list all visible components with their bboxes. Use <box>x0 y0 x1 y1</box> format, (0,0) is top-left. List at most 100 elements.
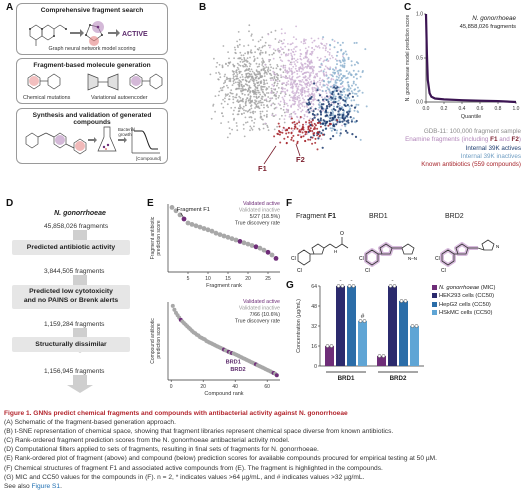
c-x-tick-label: 1.0 <box>513 106 520 112</box>
gdb11-point <box>249 111 252 114</box>
gdb11-point <box>263 75 266 77</box>
gdb11-point <box>253 125 255 128</box>
gdb11-point <box>247 81 250 84</box>
gdb11-point <box>243 45 245 47</box>
panel-a-box-search: Comprehensive fragment search ACTIVE Gra… <box>16 3 168 55</box>
internal-active-point <box>341 116 344 119</box>
g-replicate-point <box>347 284 352 288</box>
internal-inactive-point <box>335 81 338 84</box>
enamine-point <box>326 66 329 69</box>
enamine-point <box>294 67 297 70</box>
e-top-inactive-point <box>209 228 215 234</box>
internal-inactive-point <box>347 84 350 86</box>
gdb11-point <box>212 105 214 107</box>
enamine-point <box>311 82 313 85</box>
enamine-point <box>299 55 302 58</box>
gdb11-point <box>239 51 242 54</box>
c-y-tick-label: 0.5 <box>416 56 423 62</box>
gdb11-point <box>223 75 226 78</box>
panel-b-letter: B <box>199 2 207 13</box>
gdb11-point <box>261 57 264 60</box>
growth-axis-label: Bacterial growth <box>118 127 136 137</box>
enamine-point <box>311 50 314 53</box>
internal-active-point <box>324 124 327 127</box>
enamine-point <box>278 39 281 42</box>
e-top-x-tick-label: 15 <box>225 276 231 282</box>
enamine-point <box>290 67 293 70</box>
internal-active-point <box>354 135 358 138</box>
brd2-structure-title: BRD2 <box>445 213 464 220</box>
enamine-point <box>305 56 307 59</box>
enamine-point <box>301 65 304 67</box>
e-top-inactive-point <box>169 205 175 210</box>
enamine-point <box>300 93 302 95</box>
gdb11-point <box>259 99 262 102</box>
e-top-rate-label: True discovery rate <box>235 221 280 227</box>
internal-inactive-point <box>355 103 358 106</box>
known-antibiotic-point <box>301 131 304 134</box>
enamine-point <box>307 61 310 63</box>
gdb11-point <box>272 91 275 94</box>
gdb11-point <box>250 68 253 71</box>
gdb11-point <box>249 65 251 67</box>
known-antibiotic-point <box>293 121 296 123</box>
gdb11-point <box>270 66 272 69</box>
internal-inactive-point <box>330 99 333 101</box>
gdb11-point <box>259 80 262 83</box>
internal-active-point <box>347 121 350 124</box>
enamine-point <box>304 82 306 85</box>
gdb11-point <box>232 75 235 78</box>
enamine-point <box>311 92 313 95</box>
internal-inactive-point <box>322 84 325 87</box>
figure-s1-link[interactable]: Figure S1 <box>31 482 61 490</box>
gdb11-point <box>249 90 252 93</box>
enamine-point <box>299 81 301 83</box>
g-replicate-point <box>325 344 330 348</box>
gdb11-point <box>229 91 232 94</box>
enamine-point <box>281 90 283 93</box>
gdb11-point <box>229 132 231 135</box>
internal-inactive-point <box>365 105 368 108</box>
gdb11-point <box>267 129 270 132</box>
g-replicate-point <box>362 319 367 323</box>
gdb11-point <box>253 78 256 81</box>
enamine-point <box>297 108 299 111</box>
gdb11-point <box>248 85 251 87</box>
known-antibiotic-point <box>314 137 317 140</box>
e-top-y-label-2: prediction score <box>156 220 162 256</box>
enamine-point <box>285 108 288 111</box>
gdb11-point <box>277 87 280 89</box>
internal-active-point <box>331 117 335 120</box>
enamine-point <box>285 70 288 73</box>
internal-inactive-point <box>339 128 342 131</box>
e-top-inactive-point <box>269 252 275 258</box>
gdb11-point <box>223 100 226 103</box>
internal-active-point <box>337 110 340 113</box>
flow-count-3: 1,156,945 fragments <box>44 368 105 375</box>
gdb11-point <box>214 110 216 113</box>
gdb11-point <box>245 109 247 112</box>
enamine-point <box>264 63 267 66</box>
e-top-x-tick-label: 20 <box>245 276 251 282</box>
gdb11-point <box>232 101 235 104</box>
enamine-point <box>321 43 323 45</box>
enamine-point <box>293 94 296 96</box>
internal-inactive-point <box>327 81 330 84</box>
enamine-point <box>295 69 298 72</box>
enamine-point <box>311 88 314 91</box>
enamine-point <box>296 97 299 100</box>
e-bot-inactive-point <box>172 307 177 312</box>
internal-active-point <box>316 113 319 116</box>
gdb11-point <box>220 102 223 105</box>
gdb11-point <box>261 75 264 78</box>
gdb11-point <box>212 103 215 106</box>
gdb11-point <box>253 122 256 124</box>
legend-hepg2: HepG2 cells (CC50) <box>432 301 524 309</box>
fragment-f1-title-pre: Fragment <box>296 213 328 220</box>
known-antibiotic-point <box>286 136 289 138</box>
internal-inactive-point <box>332 71 335 74</box>
gdb11-point <box>266 113 268 116</box>
enamine-point <box>298 97 301 99</box>
enamine-point <box>306 49 309 52</box>
known-antibiotic-point <box>299 116 302 118</box>
